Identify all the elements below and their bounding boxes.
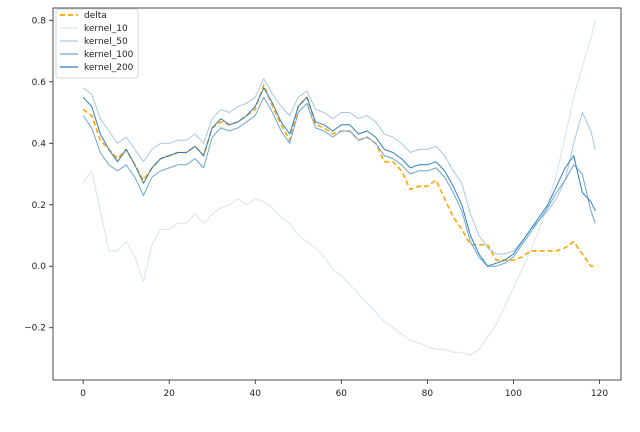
x-tick-label: 40 bbox=[250, 389, 262, 399]
x-tick-label: 0 bbox=[80, 389, 86, 399]
y-tick-label: 0.4 bbox=[32, 139, 47, 149]
legend-box bbox=[55, 8, 139, 79]
legend-label-kernel-10: kernel_10 bbox=[84, 24, 128, 34]
legend-label-delta: delta bbox=[84, 11, 107, 21]
x-tick-label: 80 bbox=[422, 389, 434, 399]
series-line-kernel-50 bbox=[82, 78, 596, 255]
series-line-kernel-100 bbox=[82, 96, 596, 267]
legend-label-kernel-50: kernel_50 bbox=[84, 37, 128, 47]
y-tick-label: 0.6 bbox=[32, 78, 47, 88]
plot-frame bbox=[52, 7, 622, 381]
y-tick-label: −0.2 bbox=[24, 324, 46, 334]
series-layer bbox=[82, 20, 596, 356]
series-line-kernel-10 bbox=[82, 20, 596, 356]
x-tick-label: 100 bbox=[505, 389, 522, 399]
legend-label-kernel-100: kernel_100 bbox=[84, 50, 134, 60]
series-line-delta bbox=[82, 84, 596, 268]
legend-label-kernel-200: kernel_200 bbox=[84, 63, 134, 73]
x-tick-label: 60 bbox=[336, 389, 348, 399]
legend: delta kernel_10 kernel_50 kernel_100 kernel_… bbox=[55, 8, 139, 79]
x-tick-label: 120 bbox=[591, 389, 608, 399]
y-tick-label: 0.2 bbox=[32, 201, 46, 211]
series-line-kernel-200 bbox=[82, 87, 596, 267]
y-tick-label: 0.8 bbox=[32, 16, 47, 26]
axis-layer: 0 20 40 60 80 100 120 −0.2 0.0 0.2 0.4 0.6 0.8 bbox=[24, 16, 608, 399]
x-tick-label: 20 bbox=[163, 389, 175, 399]
y-tick-label: 0.0 bbox=[32, 262, 47, 272]
